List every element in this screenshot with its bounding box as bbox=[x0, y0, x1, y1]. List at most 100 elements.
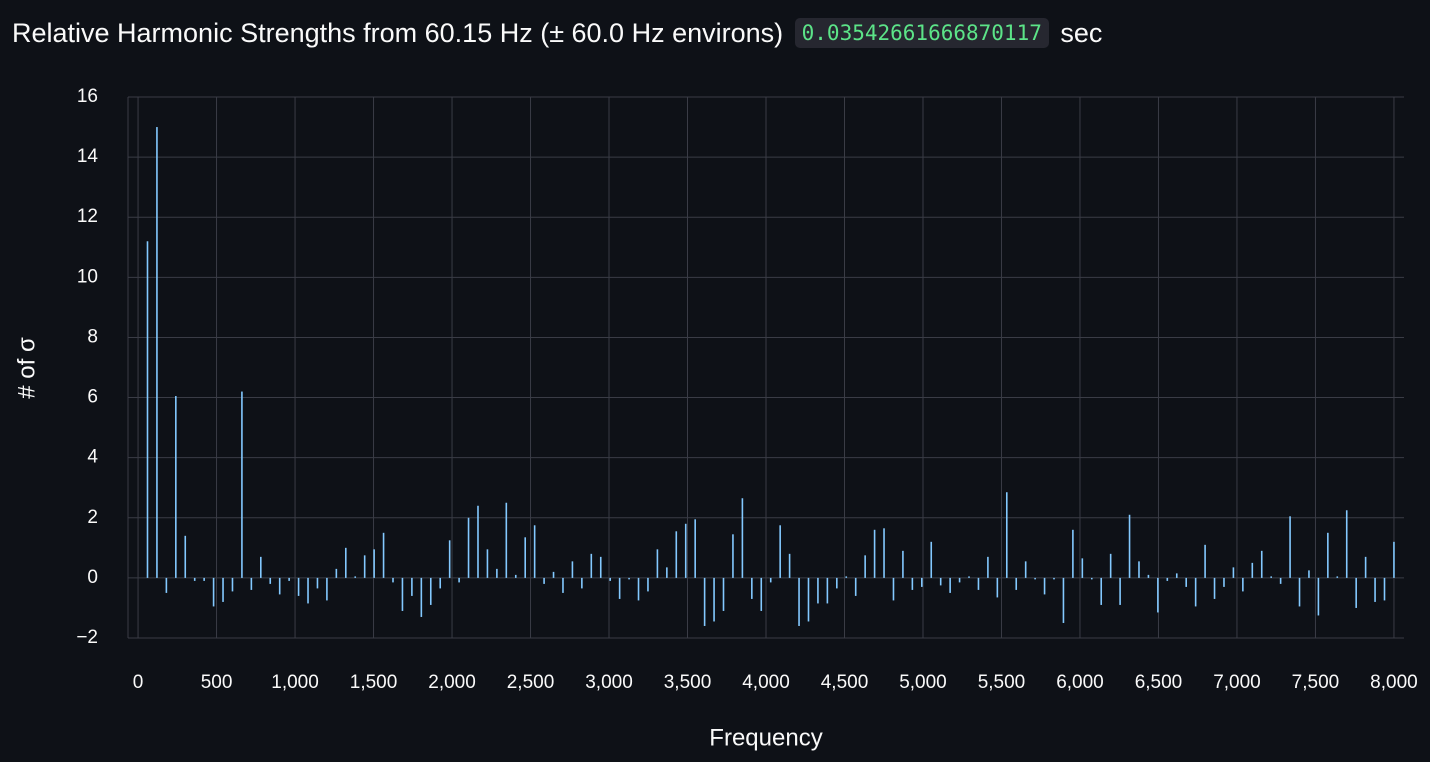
bar bbox=[1147, 574, 1150, 578]
bar bbox=[363, 555, 366, 578]
x-tick-label: 500 bbox=[201, 672, 233, 693]
bar bbox=[222, 577, 224, 602]
bar bbox=[439, 577, 442, 589]
bar bbox=[316, 577, 319, 589]
bar bbox=[798, 577, 800, 626]
bar bbox=[486, 549, 489, 578]
bar bbox=[1251, 562, 1254, 578]
bar bbox=[864, 555, 866, 578]
y-tick-label: 2 bbox=[87, 507, 98, 528]
bar bbox=[458, 577, 460, 583]
bar bbox=[1232, 567, 1235, 578]
bar bbox=[1157, 577, 1159, 613]
bar bbox=[165, 577, 168, 593]
bar bbox=[675, 531, 678, 578]
bar bbox=[250, 577, 253, 590]
bar bbox=[278, 577, 281, 595]
bar bbox=[1034, 577, 1036, 580]
bar bbox=[505, 502, 508, 578]
bar bbox=[996, 577, 999, 598]
bar bbox=[571, 561, 574, 578]
bar bbox=[647, 577, 649, 592]
bar bbox=[949, 577, 951, 593]
y-tick-label: 16 bbox=[77, 86, 98, 107]
x-tick-label: 2,500 bbox=[507, 672, 555, 693]
x-tick-label: 5,500 bbox=[978, 672, 1026, 693]
bar bbox=[618, 577, 621, 599]
bar bbox=[335, 568, 338, 578]
bar bbox=[1043, 577, 1046, 595]
x-tick-label: 0 bbox=[133, 672, 144, 693]
bar bbox=[807, 577, 810, 622]
unit: sec bbox=[1060, 18, 1103, 48]
title: Relative Harmonic Strengths from 60.15 H… bbox=[12, 18, 784, 48]
x-tick-label: 5,000 bbox=[899, 672, 947, 693]
bar bbox=[911, 577, 914, 590]
x-tick-label: 3,000 bbox=[585, 672, 633, 693]
bar bbox=[1260, 550, 1263, 578]
bar bbox=[609, 577, 611, 581]
bar bbox=[817, 577, 819, 604]
y-tick-label: 8 bbox=[87, 326, 98, 347]
bar bbox=[1194, 577, 1197, 607]
bar bbox=[930, 541, 933, 578]
bar bbox=[477, 505, 479, 578]
bar bbox=[1204, 544, 1206, 578]
bar bbox=[401, 577, 404, 611]
bar bbox=[581, 577, 583, 589]
bar bbox=[1355, 577, 1357, 608]
bar bbox=[760, 577, 763, 611]
bar bbox=[307, 577, 309, 604]
bar bbox=[854, 577, 857, 596]
bar bbox=[1062, 577, 1065, 623]
bar bbox=[175, 396, 177, 578]
x-tick-label: 7,500 bbox=[1292, 672, 1340, 693]
bar bbox=[628, 577, 630, 580]
bar bbox=[599, 556, 602, 578]
bar bbox=[269, 577, 272, 584]
bar bbox=[1289, 516, 1291, 578]
bar bbox=[1374, 577, 1376, 602]
bar bbox=[1109, 553, 1112, 578]
bar bbox=[212, 577, 215, 607]
bar bbox=[1053, 577, 1055, 580]
bar bbox=[382, 532, 385, 578]
bar bbox=[1308, 570, 1310, 578]
bar bbox=[590, 553, 593, 578]
bar bbox=[448, 540, 451, 578]
bar bbox=[260, 556, 262, 578]
bar bbox=[429, 577, 432, 605]
x-tick-label: 8,000 bbox=[1370, 672, 1418, 693]
bar bbox=[1081, 558, 1084, 578]
x-tick-label: 4,500 bbox=[821, 672, 869, 693]
bar bbox=[1166, 577, 1169, 581]
bar bbox=[977, 577, 980, 590]
bar bbox=[1364, 556, 1367, 578]
bar bbox=[203, 577, 205, 581]
bar bbox=[543, 577, 545, 584]
bar bbox=[939, 577, 942, 586]
bar bbox=[1336, 576, 1339, 578]
bar bbox=[1175, 573, 1178, 578]
bar bbox=[873, 529, 876, 578]
bar bbox=[1270, 576, 1272, 578]
y-tick-label: 0 bbox=[87, 567, 98, 588]
y-tick-label: 10 bbox=[77, 266, 98, 287]
bar bbox=[836, 577, 838, 589]
bar bbox=[1138, 561, 1140, 578]
bar bbox=[354, 576, 357, 578]
bar bbox=[146, 241, 149, 578]
bar bbox=[1298, 577, 1301, 607]
bar bbox=[1015, 577, 1018, 590]
bar bbox=[713, 577, 715, 622]
x-tick-label: 2,000 bbox=[428, 672, 476, 693]
bar bbox=[297, 577, 300, 596]
bar bbox=[1213, 577, 1216, 599]
y-tick-label: 6 bbox=[87, 387, 98, 408]
bar bbox=[1279, 577, 1282, 584]
bar bbox=[288, 577, 290, 581]
bar bbox=[958, 577, 961, 583]
bar bbox=[552, 571, 555, 578]
bar bbox=[184, 535, 187, 578]
